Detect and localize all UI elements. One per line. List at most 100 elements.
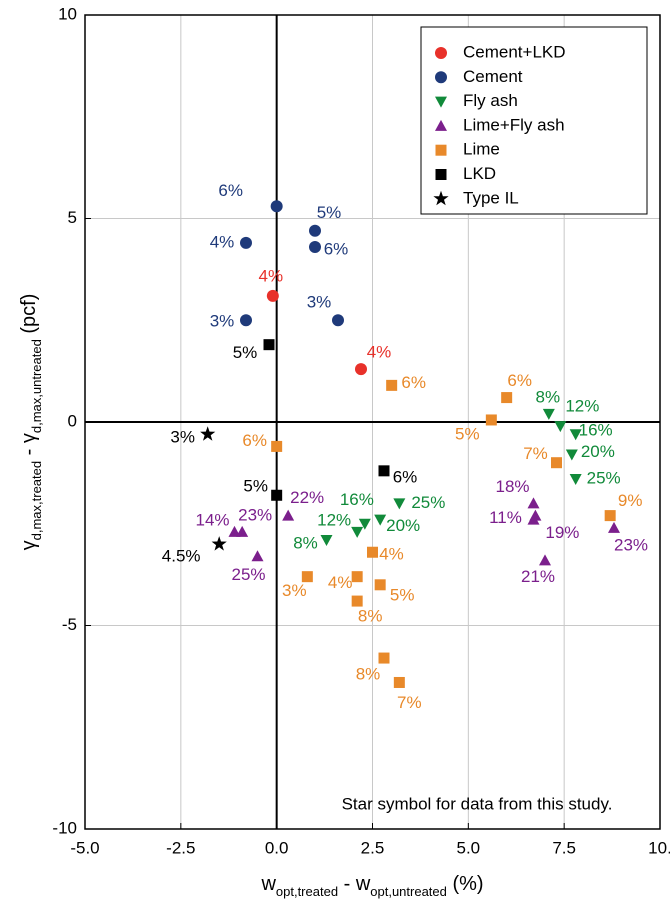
legend-marker <box>435 71 447 84</box>
point <box>282 509 295 521</box>
point <box>266 289 279 302</box>
subscript: d,max,treated <box>29 461 44 541</box>
label-part: γ <box>18 540 40 550</box>
point <box>271 489 283 501</box>
label-part: - w <box>338 873 371 895</box>
point-label: 20% <box>386 516 420 535</box>
plot-frame <box>84 14 661 830</box>
point-label: 6% <box>401 373 426 392</box>
point-label: 20% <box>581 442 615 461</box>
point <box>393 676 405 688</box>
point <box>301 571 313 583</box>
annotation: Star symbol for data from this study. <box>342 794 613 813</box>
point <box>240 314 252 327</box>
point-label: 6% <box>218 181 243 200</box>
point <box>542 408 555 420</box>
legend-label: LKD <box>463 164 496 183</box>
point-label: 7% <box>523 444 548 463</box>
point-label: 14% <box>195 510 229 529</box>
point-label: 25% <box>231 565 265 584</box>
x-tick-label: -5.0 <box>70 838 99 857</box>
point <box>608 521 620 533</box>
point-label: 5% <box>243 477 268 496</box>
point <box>309 224 321 237</box>
point <box>320 535 333 547</box>
legend-marker <box>435 119 447 131</box>
point <box>386 379 398 391</box>
point-label: 23% <box>614 535 648 554</box>
subscript: opt,treated <box>276 884 338 899</box>
point <box>228 525 241 537</box>
point-label: 8% <box>358 607 383 626</box>
label-part: (pcf) <box>18 294 40 340</box>
point <box>240 236 252 249</box>
point-label: 6% <box>507 371 532 390</box>
legend-marker <box>435 169 447 180</box>
legend-label: Cement+LKD <box>463 42 566 61</box>
point-label: 4% <box>379 545 404 564</box>
x-tick-label: 0.0 <box>265 838 289 857</box>
subscript: d,max,untreated <box>29 339 44 433</box>
point-label: 6% <box>242 431 267 450</box>
point-label: 22% <box>290 488 324 507</box>
point-label: 5% <box>455 424 480 443</box>
x-tick-label: 10. <box>648 838 670 857</box>
legend-marker <box>433 190 449 206</box>
point-label: 3% <box>210 312 235 331</box>
point <box>200 426 216 441</box>
point <box>485 414 497 426</box>
point <box>236 525 249 537</box>
point-label: 16% <box>340 490 374 509</box>
point-label: 25% <box>411 493 445 512</box>
point-label: 21% <box>521 567 555 586</box>
point-label: 12% <box>565 397 599 416</box>
point <box>539 554 551 566</box>
point-label: 3% <box>170 428 195 447</box>
point-label: 5% <box>390 585 415 604</box>
point-label: 5% <box>233 343 258 362</box>
legend-marker <box>435 96 447 108</box>
point <box>367 546 378 558</box>
point <box>569 429 582 441</box>
point <box>309 240 321 253</box>
point <box>501 392 513 404</box>
point-label: 11% <box>489 508 522 527</box>
point <box>378 652 390 664</box>
point <box>554 421 567 433</box>
x-tick-label: 5.0 <box>457 838 481 857</box>
point <box>351 526 364 538</box>
point <box>355 363 367 376</box>
point-label: 18% <box>495 477 529 496</box>
legend-marker <box>435 47 447 59</box>
point <box>378 465 390 477</box>
legend-box <box>420 26 648 215</box>
point <box>251 550 264 562</box>
point <box>569 473 582 485</box>
legend-label: Cement <box>463 67 523 86</box>
point <box>351 595 363 607</box>
point <box>393 498 406 510</box>
point-label: 4% <box>367 343 392 362</box>
point-label: 23% <box>238 505 272 524</box>
point-label: 9% <box>618 491 643 510</box>
point-label: 6% <box>393 467 418 486</box>
subscript: opt,untreated <box>370 884 447 899</box>
y-tick-label: 10 <box>58 4 77 23</box>
point-label: 6% <box>324 239 349 258</box>
point <box>358 518 371 530</box>
label-part: (%) <box>447 873 484 895</box>
point-label: 7% <box>397 693 422 712</box>
x-tick-label: 7.5 <box>552 838 576 857</box>
point-label: 19% <box>545 523 579 542</box>
point <box>374 579 386 591</box>
y-tick-label: 0 <box>68 411 77 430</box>
point-label: 5% <box>317 203 342 222</box>
point-label: 3% <box>282 581 307 600</box>
x-axis-title: wopt,treated - wopt,untreated (%) <box>260 873 483 899</box>
label-part: - γ <box>18 433 40 461</box>
x-tick-label: -2.5 <box>166 838 195 857</box>
legend-label: Fly ash <box>463 91 518 110</box>
point <box>263 339 275 351</box>
point <box>551 457 562 469</box>
